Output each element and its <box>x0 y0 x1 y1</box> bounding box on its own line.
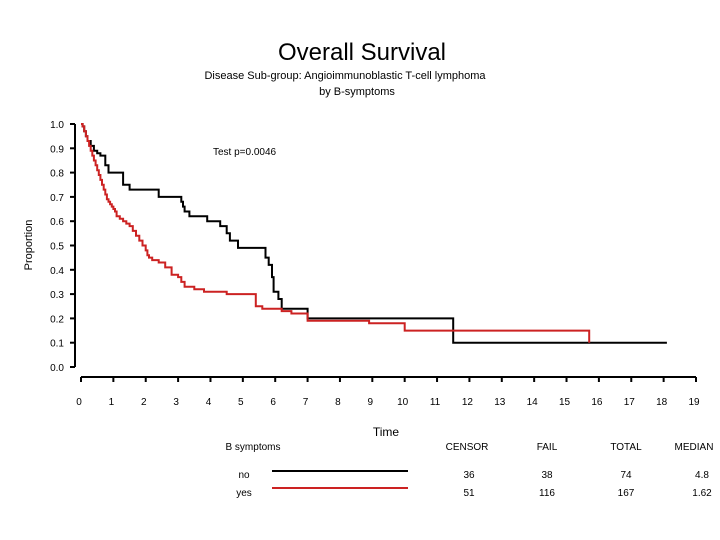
header-fail: FAIL <box>537 442 558 453</box>
chart-subtitle-line-1: Disease Sub-group: Angioimmunoblastic T-… <box>204 70 486 82</box>
x-tick-label-1: 1 <box>109 397 115 408</box>
x-tick-label-4: 4 <box>206 397 212 408</box>
x-tick-label-13: 13 <box>494 397 506 408</box>
test-p-value-annotation: Test p=0.0046 <box>213 147 277 158</box>
y-tick-label-10: 1.0 <box>50 120 64 131</box>
y-tick-label-0: 0.0 <box>50 363 64 374</box>
header-total: TOTAL <box>610 442 642 453</box>
y-tick-label-3: 0.3 <box>50 290 64 301</box>
y-axis-label: Proportion <box>23 220 35 271</box>
legend-label-no: no <box>238 470 250 481</box>
x-tick-label-15: 15 <box>559 397 571 408</box>
x-axis-label: Time <box>373 425 400 439</box>
x-tick-label-12: 12 <box>462 397 474 408</box>
x-tick-label-18: 18 <box>656 397 668 408</box>
x-tick-label-7: 7 <box>303 397 309 408</box>
x-tick-label-9: 9 <box>368 397 374 408</box>
survival-curve-no <box>81 123 667 344</box>
x-tick-label-19: 19 <box>688 397 700 408</box>
row-yes-fail: 116 <box>539 488 555 499</box>
header-censor: CENSOR <box>446 442 489 453</box>
chart-title: Overall Survival <box>278 39 446 66</box>
x-tick-label-14: 14 <box>527 397 539 408</box>
x-tick-label-2: 2 <box>141 397 147 408</box>
row-no-censor: 36 <box>463 470 475 481</box>
row-yes-censor: 51 <box>463 488 475 499</box>
row-no-total: 74 <box>620 470 632 481</box>
y-tick-label-2: 0.2 <box>50 314 64 325</box>
x-tick-label-3: 3 <box>173 397 179 408</box>
x-tick-label-0: 0 <box>76 397 82 408</box>
x-tick-label-6: 6 <box>270 397 276 408</box>
x-axis: 0 1 2 3 4 5 6 7 8 9 10 11 12 13 14 15 16 17 18 19 <box>76 376 700 408</box>
header-median: MEDIAN <box>675 442 714 453</box>
x-tick-label-11: 11 <box>430 397 441 408</box>
row-no-median: 4.8 <box>695 470 709 481</box>
x-tick-label-17: 17 <box>624 397 636 408</box>
survival-curves <box>81 123 667 344</box>
y-axis: 0.0 0.1 0.2 0.3 0.4 0.5 0.6 0.7 0.8 0.9 1.0 <box>50 120 76 374</box>
y-tick-label-9: 0.9 <box>50 144 64 155</box>
y-tick-label-7: 0.7 <box>50 193 64 204</box>
x-tick-label-5: 5 <box>238 397 244 408</box>
y-tick-label-1: 0.1 <box>50 339 64 350</box>
x-tick-label-16: 16 <box>591 397 603 408</box>
chart-subtitle-line-2: by B-symptoms <box>319 86 395 98</box>
x-tick-label-8: 8 <box>335 397 341 408</box>
y-tick-label-6: 0.6 <box>50 217 64 228</box>
row-yes-total: 167 <box>618 488 635 499</box>
y-tick-label-4: 0.4 <box>50 266 64 277</box>
y-tick-label-5: 0.5 <box>50 242 64 253</box>
y-tick-label-8: 0.8 <box>50 169 64 180</box>
row-no-fail: 38 <box>541 470 553 481</box>
row-yes-median: 1.62 <box>692 488 712 499</box>
legend-label-yes: yes <box>236 488 252 499</box>
legend-title: B symptoms <box>225 442 280 453</box>
x-tick-label-10: 10 <box>397 397 409 408</box>
survival-curve-yes <box>81 123 591 343</box>
